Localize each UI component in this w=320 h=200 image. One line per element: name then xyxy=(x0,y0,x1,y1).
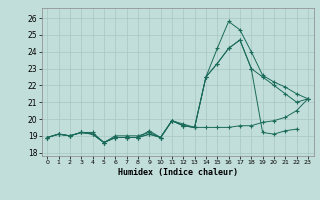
X-axis label: Humidex (Indice chaleur): Humidex (Indice chaleur) xyxy=(118,168,237,177)
